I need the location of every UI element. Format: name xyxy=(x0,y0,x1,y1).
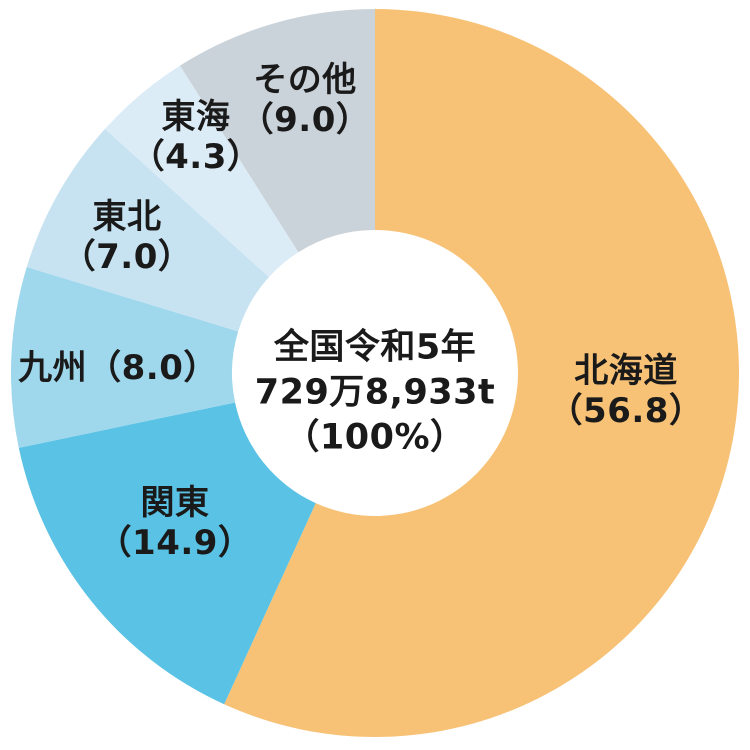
slice-label-kanto: 関東 （14.9） xyxy=(98,483,253,563)
pie-slice-other xyxy=(179,9,375,253)
slice-label-kyushu-name: 九州（8.0） xyxy=(18,348,218,388)
slice-label-hokkaido: 北海道 （56.8） xyxy=(549,351,704,431)
pie-slice-kanto xyxy=(18,402,316,705)
slice-label-kanto-value: （14.9） xyxy=(97,523,253,563)
pie-slice-tokai xyxy=(105,65,299,278)
slice-label-other-value: （9.0） xyxy=(239,100,371,140)
slice-label-tohoku: 東北 （7.0） xyxy=(62,197,193,277)
slice-label-other: その他 （9.0） xyxy=(240,60,371,140)
slice-label-tohoku-name: 東北 xyxy=(92,197,162,237)
center-total-line1: 全国令和5年 xyxy=(273,327,477,368)
center-total-line3: （100%） xyxy=(284,417,466,458)
pie-slice-hokkaido xyxy=(224,9,739,737)
slice-label-tokai-name: 東海 xyxy=(161,97,231,137)
pie-slice-tohoku xyxy=(26,128,269,332)
slice-label-tokai: 東海 （4.3） xyxy=(131,97,262,177)
center-total-label: 全国令和5年 729万8,933t （100%） xyxy=(255,326,496,461)
slice-label-hokkaido-name: 北海道 xyxy=(574,351,678,391)
center-total-line2: 729万8,933t xyxy=(254,372,496,413)
slice-label-tokai-value: （4.3） xyxy=(130,137,262,177)
slice-label-other-name: その他 xyxy=(253,60,357,100)
slice-label-tohoku-value: （7.0） xyxy=(61,237,193,277)
slice-label-hokkaido-value: （56.8） xyxy=(548,391,704,431)
slice-label-kanto-name: 関東 xyxy=(140,483,210,523)
pie-slice-kyushu xyxy=(11,267,239,448)
slice-label-kyushu: 九州（8.0） xyxy=(18,348,218,388)
